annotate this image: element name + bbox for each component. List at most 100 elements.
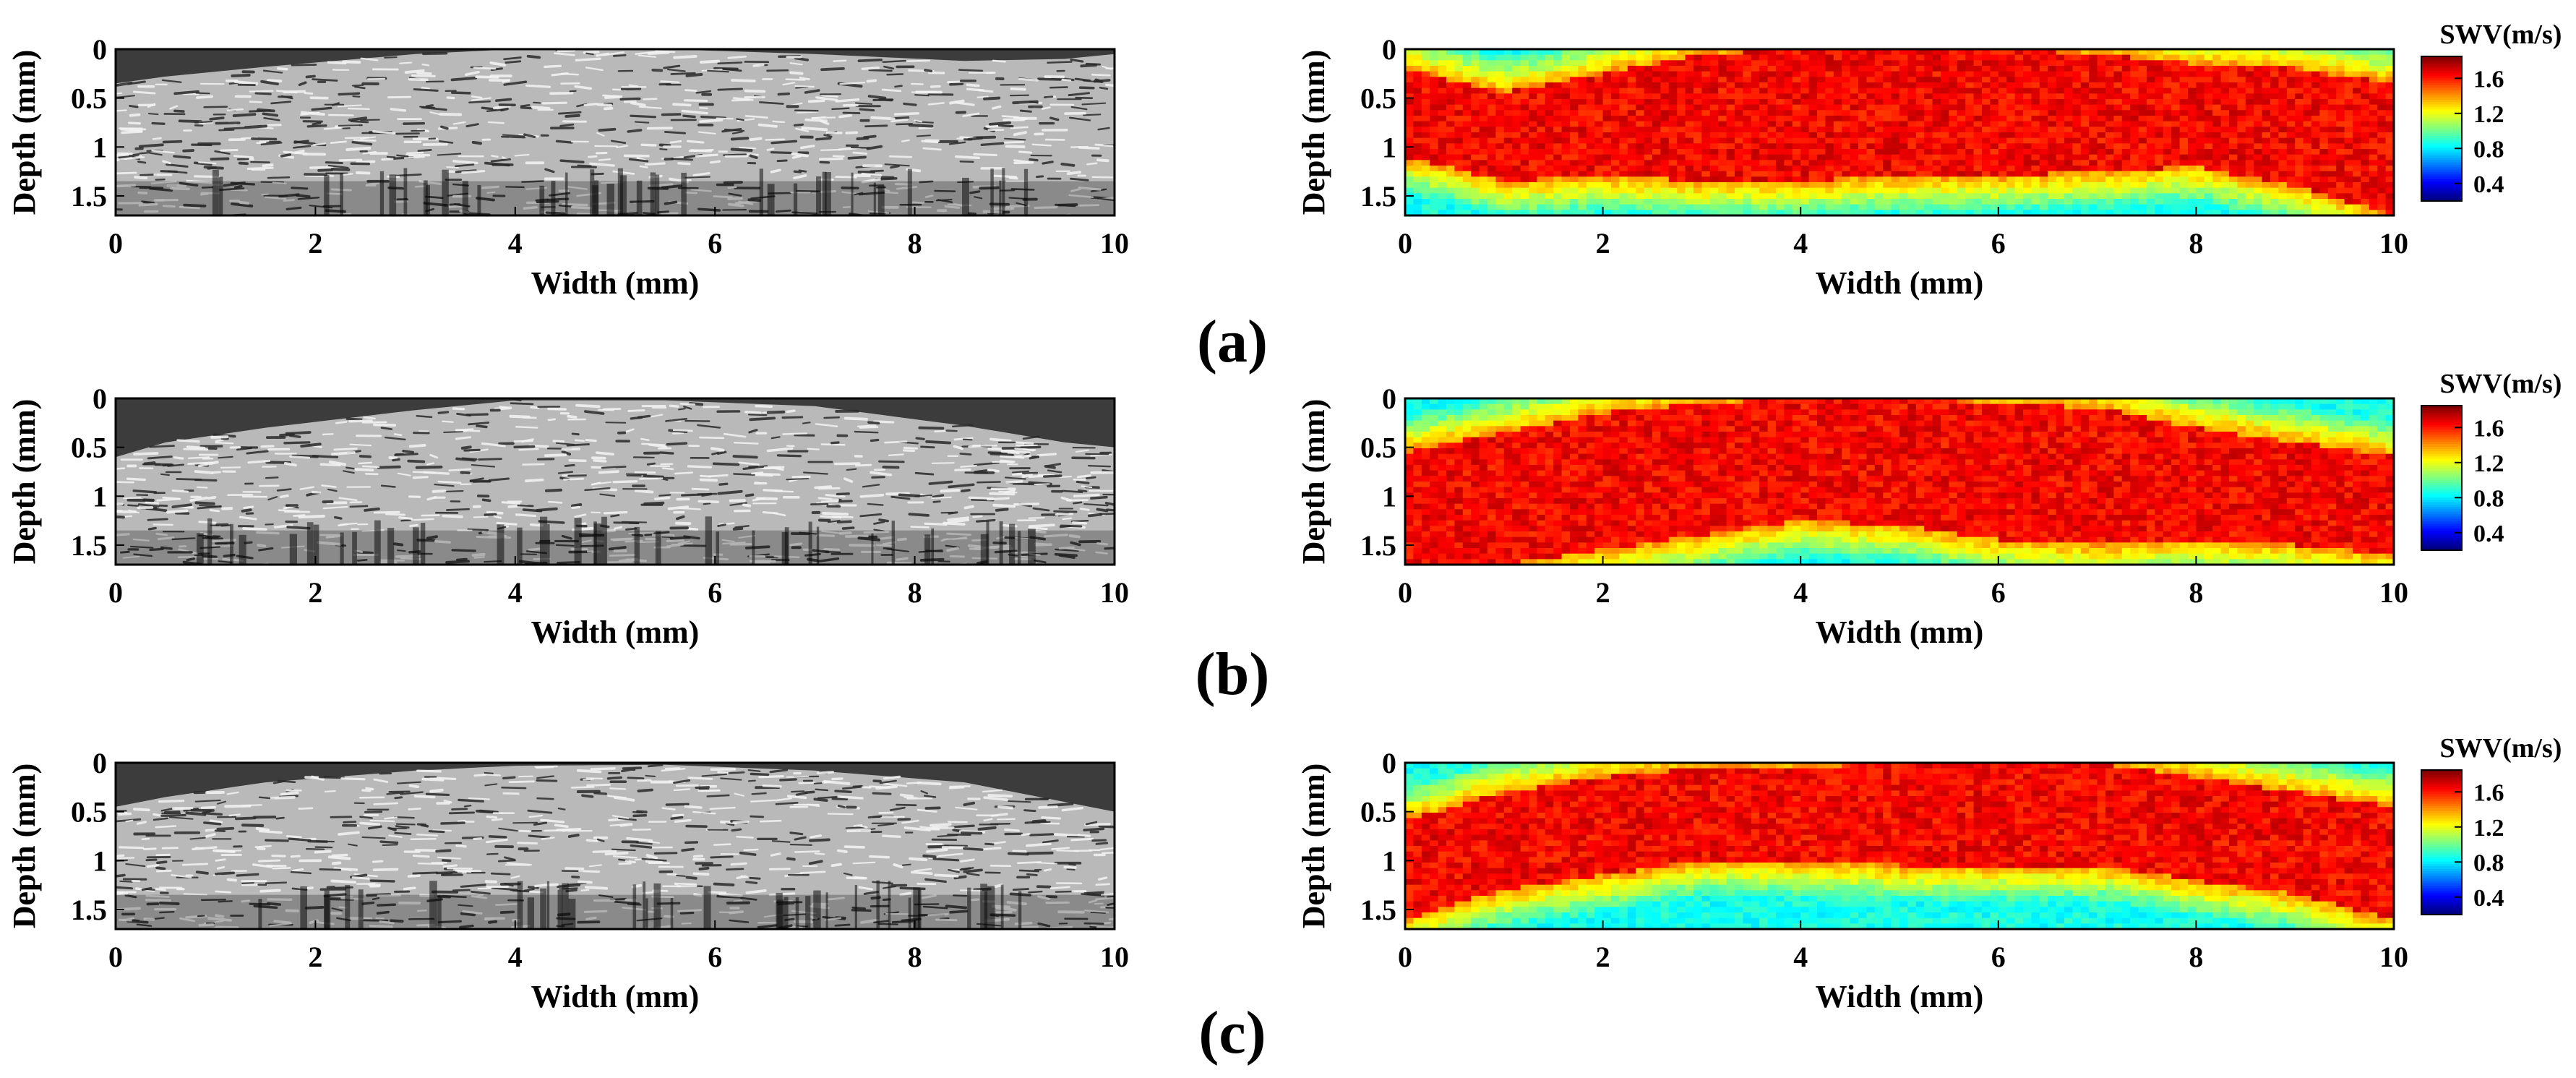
x-tick-label: 0 bbox=[108, 941, 123, 973]
x-tick-label: 8 bbox=[2189, 941, 2203, 973]
y-tick-label: 1 bbox=[93, 131, 107, 163]
colorbar-tick-label: 0.4 bbox=[2473, 885, 2504, 912]
colorbar-tick-label: 1.6 bbox=[2473, 66, 2504, 93]
colorbar-(c): SWV(m/s) 1.6 1.2 0.8 0.4 bbox=[2421, 733, 2562, 915]
panel-label: (b) bbox=[1195, 641, 1270, 708]
colorbar-tick-label: 0.4 bbox=[2473, 521, 2504, 547]
colorbar-tick-label: 0.4 bbox=[2473, 171, 2504, 198]
x-tick-label: 6 bbox=[1991, 576, 2006, 609]
x-tick-label: 2 bbox=[1596, 227, 1610, 260]
y-axis-label: Depth (mm) bbox=[1296, 399, 1331, 565]
x-tick-label: 0 bbox=[108, 576, 123, 609]
y-axis-label: Depth (mm) bbox=[7, 763, 42, 929]
colorbar-tick-label: 1.2 bbox=[2473, 101, 2504, 128]
x-tick-label: 4 bbox=[1793, 941, 1808, 973]
swv-map bbox=[1405, 49, 2394, 215]
y-tick-label: 1 bbox=[93, 480, 107, 513]
y-tick-label: 1.5 bbox=[71, 894, 107, 926]
x-tick-label: 4 bbox=[1793, 576, 1808, 609]
x-tick-label: 2 bbox=[308, 941, 322, 973]
y-tick-label: 0 bbox=[1382, 382, 1396, 415]
y-axis-label: Depth (mm) bbox=[1296, 763, 1331, 929]
colorbar-(b): SWV(m/s) 1.6 1.2 0.8 0.4 bbox=[2421, 369, 2562, 551]
x-tick-label: 4 bbox=[508, 227, 523, 260]
x-tick-label: 0 bbox=[1398, 941, 1412, 973]
colorbar-tick-label: 0.8 bbox=[2473, 136, 2504, 163]
x-tick-label: 0 bbox=[1398, 576, 1412, 609]
y-tick-label: 1 bbox=[1382, 480, 1396, 513]
x-tick-label: 6 bbox=[708, 941, 722, 973]
y-tick-label: 0 bbox=[93, 33, 107, 66]
x-axis-label: Width (mm) bbox=[531, 615, 700, 650]
x-tick-label: 6 bbox=[1991, 941, 2006, 973]
panel-label: (a) bbox=[1197, 308, 1268, 375]
x-tick-label: 2 bbox=[1596, 941, 1610, 973]
x-tick-label: 10 bbox=[2379, 227, 2408, 260]
y-tick-label: 0.5 bbox=[71, 796, 107, 829]
plot-frame bbox=[114, 397, 1116, 566]
y-tick-label: 0 bbox=[93, 382, 107, 415]
x-tick-label: 8 bbox=[908, 941, 922, 973]
x-tick-label: 6 bbox=[708, 227, 722, 260]
colorbar-tick-label: 1.2 bbox=[2473, 450, 2504, 477]
y-tick-label: 1.5 bbox=[71, 529, 107, 562]
x-tick-label: 2 bbox=[308, 227, 322, 260]
x-tick-label: 0 bbox=[108, 227, 123, 260]
y-tick-label: 1 bbox=[93, 844, 107, 877]
panel-label: (c) bbox=[1198, 999, 1266, 1066]
plot-frame bbox=[114, 761, 1116, 931]
swv-map bbox=[1405, 398, 2394, 565]
y-tick-label: 0 bbox=[93, 747, 107, 779]
colorbar-tick-label: 1.6 bbox=[2473, 415, 2504, 442]
y-tick-label: 0 bbox=[1382, 747, 1396, 779]
y-axis-label: Depth (mm) bbox=[7, 50, 42, 215]
colorbar-tick-label: 1.2 bbox=[2473, 815, 2504, 842]
y-tick-label: 1.5 bbox=[1360, 529, 1396, 562]
y-tick-label: 0.5 bbox=[71, 82, 107, 115]
y-axis-label: Depth (mm) bbox=[1296, 50, 1331, 215]
x-tick-label: 8 bbox=[908, 227, 922, 260]
x-tick-label: 4 bbox=[508, 576, 523, 609]
x-axis-label: Width (mm) bbox=[1816, 265, 1984, 301]
plot-frame bbox=[1404, 761, 2395, 931]
y-tick-label: 0.5 bbox=[1360, 432, 1396, 464]
y-tick-label: 1 bbox=[1382, 844, 1396, 877]
x-tick-label: 4 bbox=[1793, 227, 1808, 260]
x-tick-label: 6 bbox=[1991, 227, 2006, 260]
colorbar-tick-label: 0.8 bbox=[2473, 485, 2504, 512]
plot-frame bbox=[1404, 397, 2395, 566]
x-axis-label: Width (mm) bbox=[531, 265, 700, 301]
y-tick-label: 0.5 bbox=[71, 432, 107, 464]
y-tick-label: 1.5 bbox=[1360, 180, 1396, 213]
x-tick-label: 10 bbox=[1100, 227, 1129, 260]
plot-frame bbox=[1404, 48, 2395, 217]
bmode-image bbox=[116, 49, 1115, 215]
x-tick-label: 10 bbox=[1100, 941, 1129, 973]
y-tick-label: 0 bbox=[1382, 33, 1396, 66]
colorbar-title: SWV(m/s) bbox=[2440, 369, 2562, 399]
x-tick-label: 2 bbox=[1596, 576, 1610, 609]
y-tick-label: 0.5 bbox=[1360, 796, 1396, 829]
y-tick-label: 1.5 bbox=[71, 180, 107, 213]
colorbar-(a): SWV(m/s) 1.6 1.2 0.8 0.4 bbox=[2421, 20, 2562, 202]
x-tick-label: 4 bbox=[508, 941, 523, 973]
x-tick-label: 8 bbox=[2189, 227, 2203, 260]
plot-frame bbox=[114, 48, 1116, 217]
x-tick-label: 10 bbox=[2379, 941, 2408, 973]
x-tick-label: 10 bbox=[1100, 576, 1129, 609]
bmode-image bbox=[116, 763, 1115, 929]
y-tick-label: 0.5 bbox=[1360, 82, 1396, 115]
x-axis-label: Width (mm) bbox=[531, 979, 700, 1014]
x-tick-label: 10 bbox=[2379, 576, 2408, 609]
x-tick-label: 0 bbox=[1398, 227, 1412, 260]
x-axis-label: Width (mm) bbox=[1816, 979, 1984, 1014]
y-tick-label: 1 bbox=[1382, 131, 1396, 163]
colorbar-tick-label: 0.8 bbox=[2473, 850, 2504, 876]
